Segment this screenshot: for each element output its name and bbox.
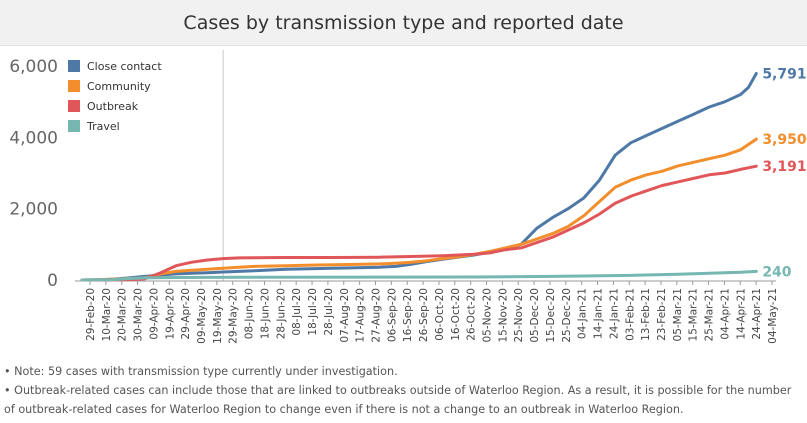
x-tick-label: 04-Jan-21	[577, 288, 589, 339]
x-tick-label: 29-Apr-20	[180, 288, 192, 340]
legend-swatch	[68, 120, 80, 132]
legend-swatch	[68, 80, 80, 92]
series-line-outbreak[interactable]	[80, 164, 758, 282]
x-tick-label: 18-Jun-20	[259, 288, 271, 339]
x-tick-label: 04-May-21	[767, 288, 779, 344]
x-tick-label: 26-Sep-20	[418, 288, 430, 342]
x-tick-label: 10-Mar-20	[101, 288, 113, 341]
end-value-label: 3,950	[762, 132, 807, 148]
series-layer	[80, 72, 758, 282]
footnotes: • Note: 59 cases with transmission type …	[4, 362, 804, 419]
x-tick-label: 28-Jun-20	[275, 288, 287, 339]
x-tick-label: 08-Jul-20	[291, 288, 303, 336]
x-tick-label: 19-May-20	[212, 288, 224, 344]
x-tick-label: 28-Jul-20	[323, 288, 335, 336]
end-value-label: 3,191	[762, 159, 806, 175]
x-tick-label: 16-Sep-20	[402, 288, 414, 342]
x-tick-label: 30-Mar-20	[133, 288, 145, 341]
axis-layer: 0 2,000 4,000 6,000 29-Feb-20 10-Mar-20 20-Mar…	[9, 57, 779, 344]
x-tick-label: 24-Jan-21	[608, 288, 620, 339]
x-tick-label: 20-Mar-20	[117, 288, 129, 341]
x-tick-label: 14-Apr-21	[735, 288, 747, 340]
y-tick-label: 0	[47, 271, 58, 291]
x-tick-label: 05-Mar-21	[672, 288, 684, 341]
x-tick-label: 15-Nov-20	[497, 288, 509, 343]
line-chart: 0 2,000 4,000 6,000 29-Feb-20 10-Mar-20 20-Mar…	[9, 50, 807, 344]
series-line-travel[interactable]	[80, 269, 758, 282]
label-layer: 5,791 3,950 3,191 240	[762, 66, 807, 280]
y-tick-label: 2,000	[9, 200, 58, 220]
x-tick-label: 18-Jul-20	[307, 288, 319, 336]
x-tick-label: 14-Jan-21	[593, 288, 605, 339]
end-value-label: 5,791	[762, 66, 806, 82]
x-tick-label: 05-Dec-20	[529, 288, 541, 343]
x-tick-label: 07-Aug-20	[339, 288, 351, 343]
chart-title-bar: Cases by transmission type and reported …	[0, 0, 807, 46]
x-tick-label: 09-May-20	[196, 288, 208, 344]
x-tick-label: 06-Sep-20	[386, 288, 398, 342]
legend-swatch	[68, 60, 80, 72]
x-tick-label: 06-Oct-20	[434, 288, 446, 341]
x-tick-label: 27-Aug-20	[370, 288, 382, 343]
x-tick-label: 17-Aug-20	[355, 288, 367, 343]
x-tick-label: 13-Feb-21	[640, 288, 652, 341]
chart-title: Cases by transmission type and reported …	[183, 11, 624, 34]
series-line-community[interactable]	[80, 137, 758, 282]
footnote-2: • Outbreak-related cases can include tho…	[4, 384, 792, 397]
end-value-label: 240	[762, 264, 791, 280]
x-tick-label: 29-Feb-20	[85, 288, 97, 341]
x-tick-label: 25-Dec-20	[561, 288, 573, 343]
x-tick-label: 19-Apr-20	[164, 288, 176, 340]
legend-label[interactable]: Close contact	[87, 60, 162, 73]
legend-swatch	[68, 100, 80, 112]
x-tick-label: 04-Apr-21	[719, 288, 731, 340]
x-tick-label: 25-Mar-21	[704, 288, 716, 341]
x-tick-label: 08-Jun-20	[244, 288, 256, 339]
footnote-3: of outbreak-related cases for Waterloo R…	[4, 403, 684, 416]
y-tick-label: 4,000	[9, 128, 58, 148]
legend: Close contact Community Outbreak Travel	[68, 60, 162, 133]
x-tick-label: 26-Oct-20	[466, 288, 478, 341]
x-tick-label: 29-May-20	[228, 288, 240, 344]
series-line-close-contact[interactable]	[80, 72, 758, 282]
x-tick-label: 24-Apr-21	[751, 288, 763, 340]
x-tick-label: 15-Mar-21	[688, 288, 700, 341]
y-tick-label: 6,000	[9, 57, 58, 77]
x-tick-label: 23-Feb-21	[656, 288, 668, 341]
x-tick-label: 15-Dec-20	[545, 288, 557, 343]
x-tick-label: 16-Oct-20	[450, 288, 462, 341]
legend-label[interactable]: Travel	[86, 120, 120, 133]
legend-label[interactable]: Community	[87, 80, 151, 93]
x-tick-label: 03-Feb-21	[624, 288, 636, 341]
footnote-1: • Note: 59 cases with transmission type …	[4, 365, 398, 378]
legend-label[interactable]: Outbreak	[87, 100, 139, 113]
x-tick-label: 25-Nov-20	[513, 288, 525, 343]
x-tick-label: 05-Nov-20	[482, 288, 494, 343]
x-tick-label: 09-Apr-20	[148, 288, 160, 340]
